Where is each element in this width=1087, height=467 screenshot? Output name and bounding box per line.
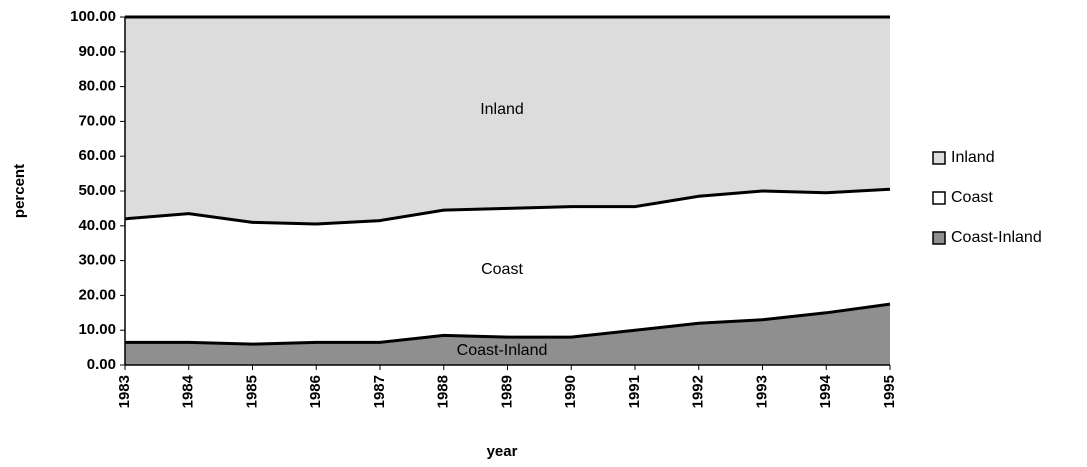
- legend-swatch: [932, 151, 946, 165]
- x-tick-label: 1988: [435, 375, 452, 408]
- x-tick-label: 1987: [371, 375, 388, 408]
- y-tick-label: 30.00: [78, 252, 116, 269]
- x-tick-label: 1985: [243, 375, 260, 408]
- area: [125, 17, 890, 225]
- x-tick-label: 1984: [180, 374, 197, 408]
- y-tick-label: 70.00: [78, 112, 116, 129]
- area: [125, 189, 890, 345]
- legend-label: Coast: [951, 189, 993, 206]
- y-tick-label: 40.00: [78, 217, 116, 234]
- area: [125, 304, 890, 365]
- y-tick-label: 90.00: [78, 43, 116, 60]
- y-tick-label: 50.00: [78, 182, 116, 199]
- y-tick-label: 0.00: [87, 356, 116, 373]
- y-axis-label: percent: [11, 164, 28, 218]
- x-tick-label: 1994: [817, 374, 834, 408]
- x-tick-label: 1995: [881, 375, 898, 408]
- y-tick-label: 100.00: [70, 8, 116, 25]
- legend-swatch: [932, 191, 946, 205]
- legend-label: Inland: [951, 149, 995, 166]
- y-tick-label: 60.00: [78, 147, 116, 164]
- x-tick-label: 1992: [690, 375, 707, 408]
- area-edge: [125, 302, 891, 346]
- area-edge: [124, 187, 891, 226]
- x-tick-label: 1991: [626, 375, 643, 408]
- x-axis-label: year: [487, 443, 518, 460]
- legend-label: Coast-Inland: [951, 229, 1042, 246]
- legend-swatch: [932, 231, 946, 245]
- legend: Inland Coast Coast-Inland: [932, 149, 1042, 246]
- area-label: Inland: [480, 101, 524, 118]
- y-tick-label: 10.00: [78, 321, 116, 338]
- area-label: Coast-Inland: [457, 342, 548, 359]
- x-tick-label: 1993: [753, 375, 770, 408]
- x-tick-label: 1983: [116, 375, 133, 408]
- x-tick-label: 1986: [307, 375, 324, 408]
- area-label: Coast: [481, 261, 523, 278]
- y-tick-label: 20.00: [78, 286, 116, 303]
- y-tick-label: 80.00: [78, 78, 116, 95]
- x-tick-label: 1990: [562, 375, 579, 408]
- x-tick-label: 1989: [498, 375, 515, 408]
